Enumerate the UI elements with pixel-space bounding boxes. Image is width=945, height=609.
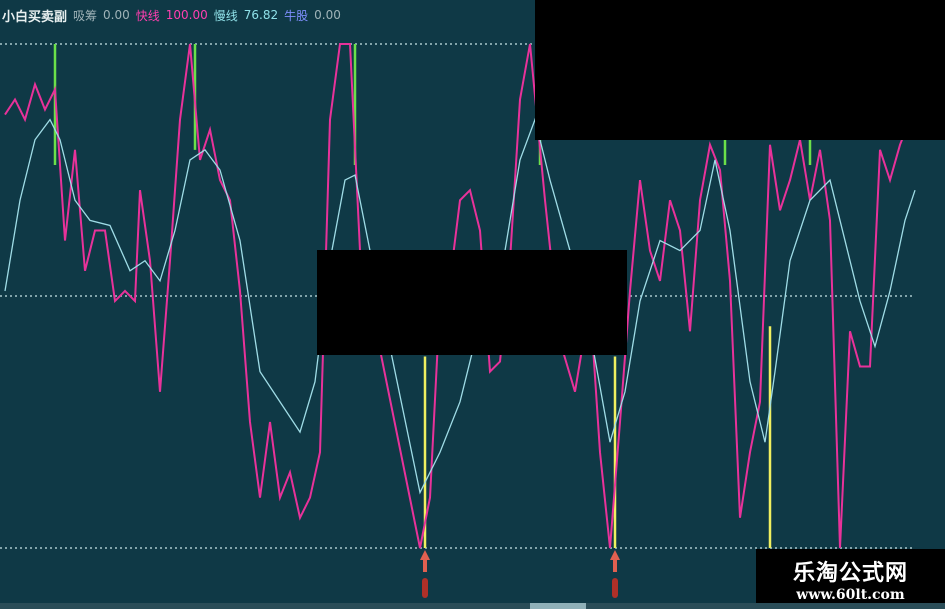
legend-value-bull: 0.00 [314, 8, 341, 22]
watermark-url: www.60lt.com [796, 587, 905, 603]
redaction-box-top-right [535, 0, 945, 140]
legend-label-accumulate: 吸筹 [73, 8, 98, 23]
redaction-box-center [317, 250, 627, 355]
buy-marker [612, 578, 618, 598]
slow-line [4, 117, 916, 495]
legend-label-slow: 慢线 [213, 8, 238, 23]
watermark-name: 乐淘公式网 [792, 561, 908, 586]
indicator-title: 小白买卖副 [2, 9, 68, 25]
buy-marker [422, 578, 428, 598]
indicator-header: 小白买卖副 吸筹 0.00 快线 100.00 慢线 76.82 牛股 0.00 [0, 0, 341, 30]
legend-value-fast: 100.00 [165, 8, 208, 22]
buy-arrow-icon [420, 550, 430, 572]
buy-arrow-icon [610, 550, 620, 572]
scrollbar-thumb[interactable] [530, 603, 586, 609]
watermark: 乐淘公式网 www.60lt.com [756, 549, 945, 609]
horizontal-scrollbar[interactable] [0, 603, 945, 609]
legend-label-fast: 快线 [135, 8, 160, 23]
legend-value-slow: 76.82 [243, 8, 279, 22]
legend-value-accumulate: 0.00 [103, 8, 130, 22]
legend-label-bull: 牛股 [284, 8, 309, 23]
